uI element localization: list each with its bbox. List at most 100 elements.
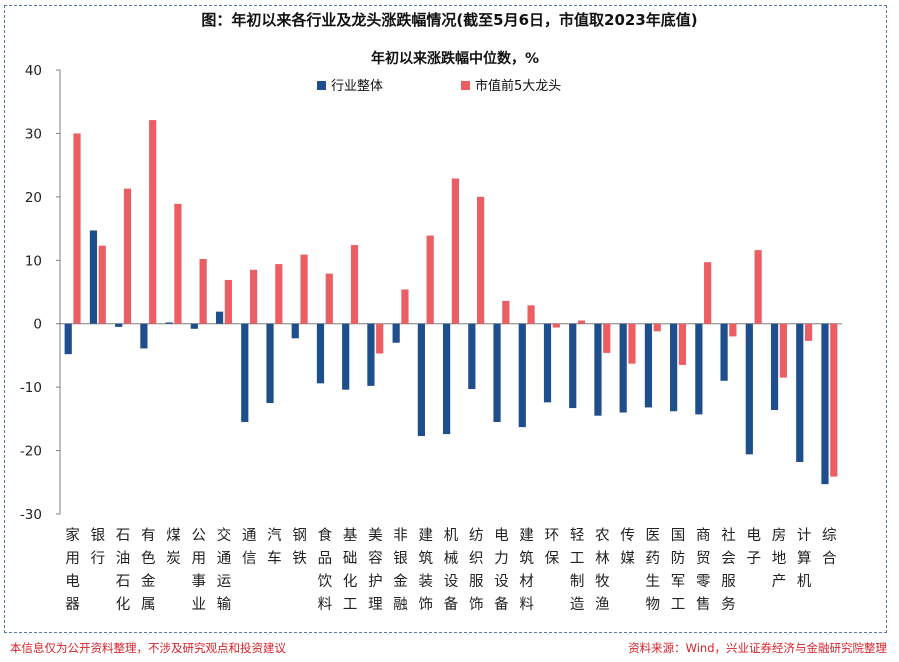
legend-swatch-series-2 xyxy=(461,81,470,90)
x-category-label: 房地产 xyxy=(772,527,787,590)
bar-industry-0 xyxy=(64,323,72,355)
bar-top5-0 xyxy=(73,133,81,324)
bar-industry-28 xyxy=(770,323,779,410)
x-category-label: 农林牧渔 xyxy=(595,527,610,613)
x-category-label: 综合 xyxy=(822,527,837,567)
bar-top5-5 xyxy=(199,259,207,324)
bar-top5-8 xyxy=(275,264,283,324)
x-category-label: 非银金融 xyxy=(393,527,408,613)
bar-top5-30 xyxy=(830,323,838,477)
bar-industry-27 xyxy=(745,323,753,455)
x-category-label: 社会服务 xyxy=(721,527,736,613)
bar-chart: 年初以来涨跌幅中位数，% 行业整体 市值前5大龙头 -30 -20 -10 0 10 20… xyxy=(20,50,842,613)
x-category-label: 商贸零售 xyxy=(696,527,711,613)
y-tick-label: -10 xyxy=(20,380,42,396)
bar-industry-10 xyxy=(316,323,325,384)
x-category-label: 计算机 xyxy=(797,527,812,590)
x-category-label: 家用电器 xyxy=(65,527,80,613)
bar-industry-4 xyxy=(165,322,173,324)
bar-industry-26 xyxy=(720,323,728,381)
bar-industry-24 xyxy=(670,323,678,412)
x-category-label: 煤炭 xyxy=(166,527,181,567)
x-category-label: 石油石化 xyxy=(116,528,131,613)
y-tick-label: 20 xyxy=(25,190,42,206)
bar-industry-30 xyxy=(821,323,829,485)
bar-top5-24 xyxy=(678,323,687,365)
x-category-label: 汽车 xyxy=(267,527,282,567)
bar-top5-28 xyxy=(779,323,787,378)
bar-industry-14 xyxy=(417,323,425,436)
source-text: 资料来源：Wind，兴业证券经济与金融研究院整理 xyxy=(628,641,887,655)
x-category-label: 钢铁 xyxy=(292,527,307,567)
bar-industry-6 xyxy=(215,311,224,324)
bar-top5-21 xyxy=(603,323,611,353)
x-category-label: 传媒 xyxy=(620,527,635,567)
bar-industry-22 xyxy=(619,323,627,413)
bar-top5-15 xyxy=(451,178,459,324)
y-tick-label: 0 xyxy=(33,317,42,333)
legend-label-series-2: 市值前5大龙头 xyxy=(475,78,561,94)
bar-industry-23 xyxy=(644,323,653,408)
x-category-label: 医药生物 xyxy=(646,528,661,613)
bar-industry-1 xyxy=(89,230,98,324)
bar-top5-26 xyxy=(729,323,737,337)
bar-top5-12 xyxy=(376,323,384,354)
y-tick-label: 10 xyxy=(25,253,42,269)
legend-label-series-1: 行业整体 xyxy=(331,79,383,94)
disclaimer-text: 本信息仅为公开资料整理，不涉及研究观点和投资建议 xyxy=(10,641,286,655)
bar-top5-11 xyxy=(350,245,359,324)
legend: 行业整体 市值前5大龙头 xyxy=(317,78,561,94)
chart-frame xyxy=(4,5,887,633)
y-tick-label: 40 xyxy=(25,63,42,79)
bar-top5-4 xyxy=(174,203,182,324)
bar-industry-9 xyxy=(291,323,299,339)
chart-subtitle: 年初以来涨跌幅中位数，% xyxy=(371,50,539,67)
x-category-label: 电子 xyxy=(746,527,761,567)
x-category-label: 环保 xyxy=(545,528,560,567)
x-category-label: 交通运输 xyxy=(217,526,232,613)
bar-top5-1 xyxy=(98,245,106,324)
bar-industry-19 xyxy=(543,323,552,403)
x-category-label: 机械设备 xyxy=(444,527,459,613)
bar-top5-29 xyxy=(804,323,813,341)
bar-top5-9 xyxy=(300,254,308,324)
bar-top5-19 xyxy=(552,323,560,328)
bar-industry-29 xyxy=(796,323,804,462)
bar-top5-10 xyxy=(325,273,333,324)
bar-industry-2 xyxy=(115,323,123,327)
bar-industry-7 xyxy=(241,323,249,423)
y-tick-label: -20 xyxy=(20,444,42,460)
bar-industry-11 xyxy=(342,323,350,390)
bar-industry-5 xyxy=(190,323,198,329)
x-category-label: 有色金属 xyxy=(141,527,156,613)
x-category-label: 国防军工 xyxy=(671,528,686,613)
bar-industry-12 xyxy=(367,323,375,386)
bar-top5-16 xyxy=(477,196,485,324)
bar-top5-27 xyxy=(754,250,762,324)
x-category-label: 美容护理 xyxy=(368,527,383,613)
bar-top5-14 xyxy=(426,235,434,324)
bar-industry-13 xyxy=(392,323,400,343)
bar-top5-22 xyxy=(628,323,636,364)
x-category-label: 银行 xyxy=(91,527,106,567)
bar-top5-18 xyxy=(527,305,535,324)
bar-top5-7 xyxy=(249,269,258,324)
bar-top5-25 xyxy=(704,262,712,324)
legend-swatch-series-1 xyxy=(317,81,326,90)
bar-industry-15 xyxy=(443,323,451,435)
bar-industry-25 xyxy=(695,323,703,415)
bar-top5-2 xyxy=(123,188,132,324)
x-category-label: 电力设备 xyxy=(494,527,509,613)
y-tick-label: 30 xyxy=(25,126,42,142)
bar-top5-13 xyxy=(401,289,409,324)
bar-industry-18 xyxy=(518,323,526,428)
bar-top5-17 xyxy=(502,300,510,324)
bar-industry-20 xyxy=(569,323,577,409)
bar-top5-20 xyxy=(577,320,586,324)
bar-industry-8 xyxy=(266,323,274,403)
x-category-label: 通信 xyxy=(242,527,257,567)
x-category-label: 建筑装饰 xyxy=(419,527,434,613)
bar-top5-23 xyxy=(653,323,661,332)
bar-industry-17 xyxy=(493,323,501,423)
x-category-label: 纺织服饰 xyxy=(469,527,484,613)
